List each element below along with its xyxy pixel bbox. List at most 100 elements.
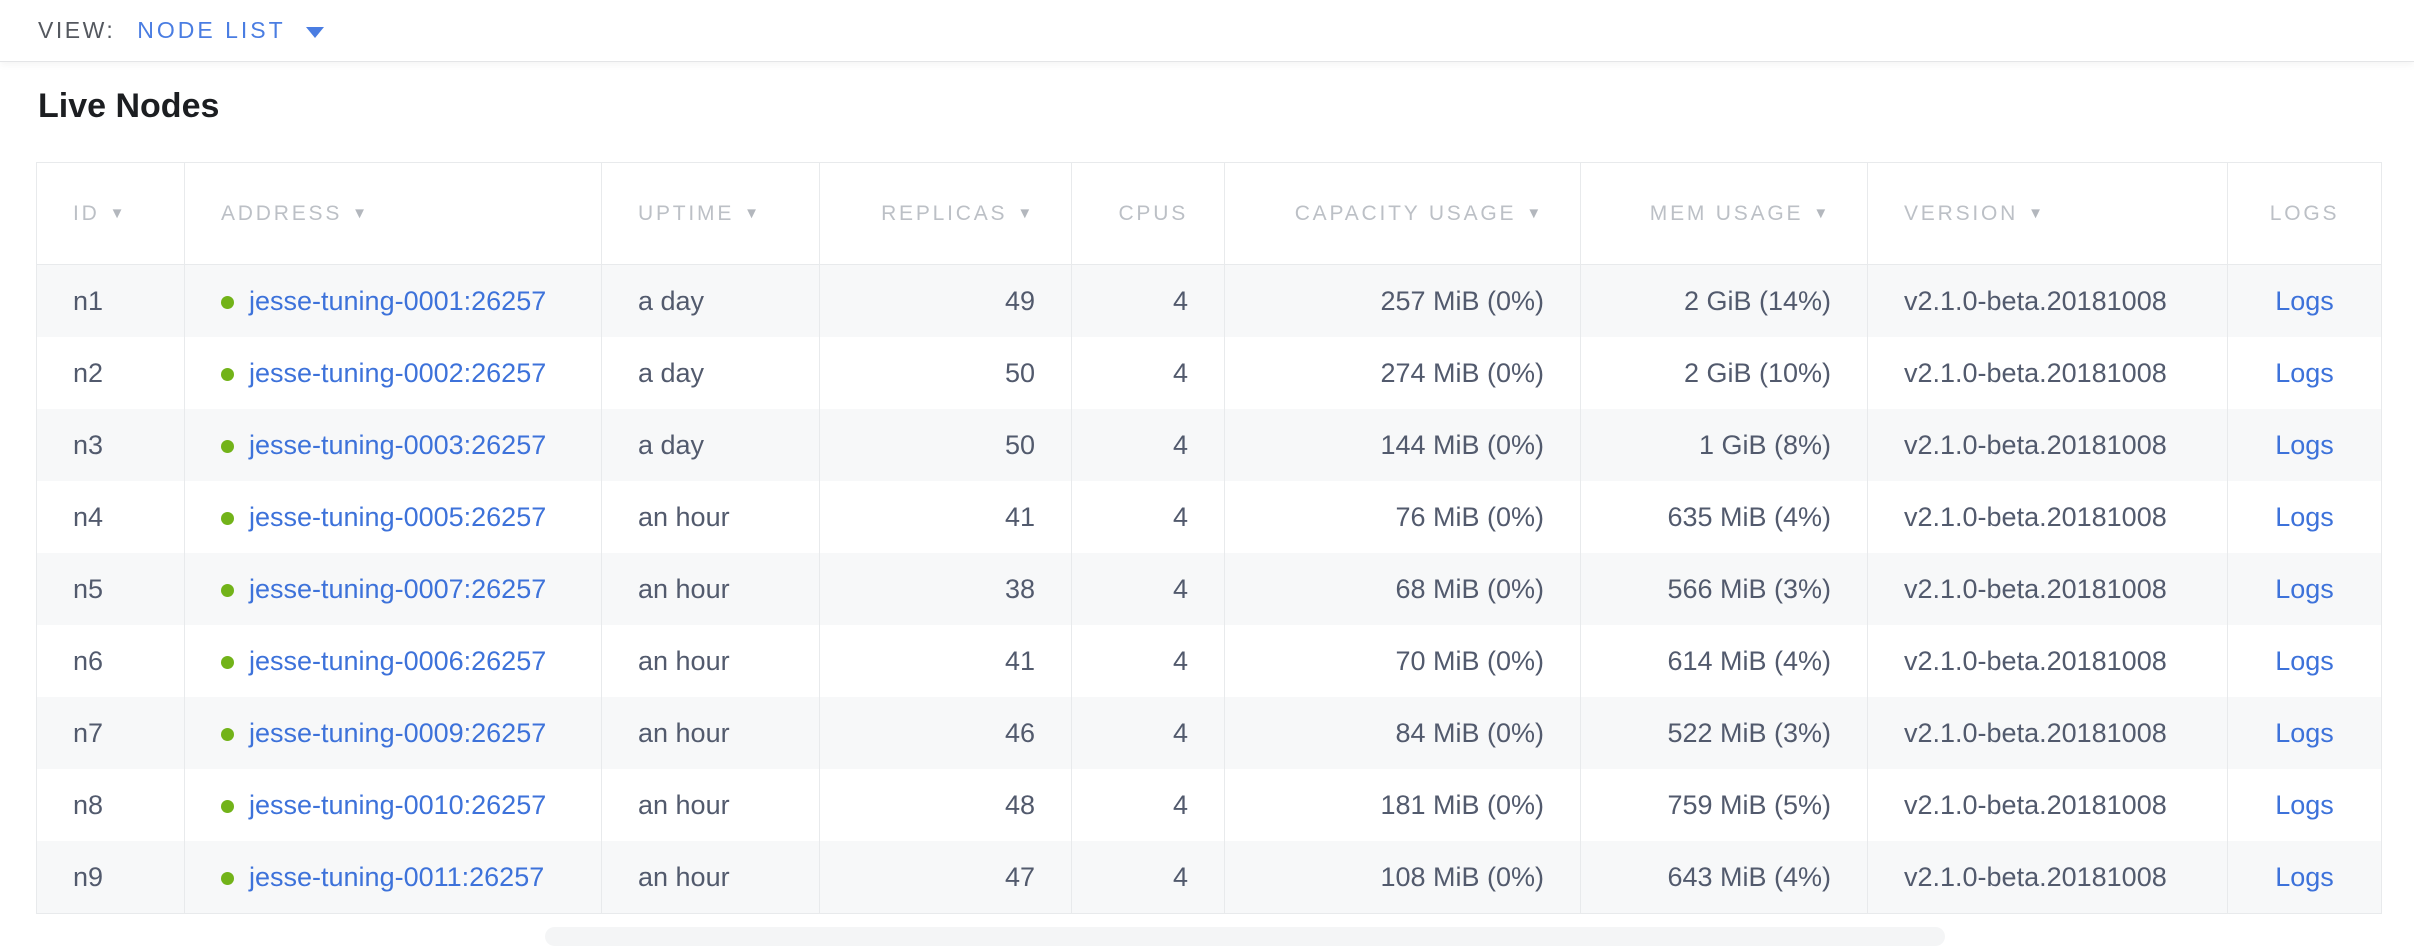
node-address-link[interactable]: jesse-tuning-0002:26257: [249, 357, 547, 388]
cell-cpus: 4: [1071, 481, 1224, 553]
cell-capacity: 108 MiB (0%): [1224, 841, 1580, 913]
column-header-uptime[interactable]: UPTIME ▼: [601, 163, 819, 265]
live-status-dot-icon: [221, 511, 234, 525]
page-title: Live Nodes: [38, 87, 220, 125]
cell-version: v2.1.0-beta.20181008: [1867, 553, 2227, 625]
live-nodes-table: ID ▼ ADDRESS ▼ UPTIME ▼ REPLICAS ▼ CPUS CAPACITY …: [36, 162, 2382, 914]
node-address-link[interactable]: jesse-tuning-0001:26257: [249, 285, 547, 316]
node-address-link[interactable]: jesse-tuning-0003:26257: [249, 429, 547, 460]
chevron-down-icon: [305, 26, 324, 38]
cell-id: n6: [37, 625, 184, 697]
live-status-dot-icon: [221, 655, 234, 669]
live-status-dot-icon: [221, 799, 234, 813]
live-status-dot-icon: [221, 295, 234, 309]
sort-arrow-icon: ▼: [1526, 204, 1544, 222]
column-header-capacity[interactable]: CAPACITY USAGE ▼: [1224, 163, 1580, 265]
cell-id: n7: [37, 697, 184, 769]
logs-link[interactable]: Logs: [2275, 285, 2334, 316]
cell-capacity: 84 MiB (0%): [1224, 697, 1580, 769]
sort-arrow-icon: ▼: [109, 204, 128, 222]
cell-cpus: 4: [1071, 769, 1224, 841]
column-header-label: ID: [73, 201, 100, 225]
cell-mem: 566 MiB (3%): [1580, 553, 1867, 625]
node-address-link[interactable]: jesse-tuning-0010:26257: [249, 789, 547, 820]
table-row: n2 jesse-tuning-0002:26257 a day 50 4 274 MiB…: [37, 337, 2381, 409]
logs-link[interactable]: Logs: [2275, 645, 2334, 676]
cell-cpus: 4: [1071, 553, 1224, 625]
cell-cpus: 4: [1071, 625, 1224, 697]
live-status-dot-icon: [221, 727, 234, 741]
sort-arrow-icon: ▼: [1813, 204, 1831, 222]
cell-address: jesse-tuning-0011:26257: [184, 841, 601, 913]
column-header-replicas[interactable]: REPLICAS ▼: [819, 163, 1071, 265]
table-row: n8 jesse-tuning-0010:26257 an hour 48 4 181 M…: [37, 769, 2381, 841]
cell-uptime: an hour: [601, 697, 819, 769]
cell-uptime: an hour: [601, 553, 819, 625]
table-row: n6 jesse-tuning-0006:26257 an hour 41 4 70 Mi…: [37, 625, 2381, 697]
cell-address: jesse-tuning-0005:26257: [184, 481, 601, 553]
column-header-id[interactable]: ID ▼: [37, 163, 184, 265]
live-status-dot-icon: [221, 871, 234, 885]
logs-link[interactable]: Logs: [2275, 573, 2334, 604]
logs-link[interactable]: Logs: [2275, 861, 2334, 892]
horizontal-scrollbar[interactable]: [545, 927, 1945, 946]
node-address-link[interactable]: jesse-tuning-0006:26257: [249, 645, 547, 676]
view-selector-dropdown[interactable]: NODE LIST: [137, 17, 324, 44]
cell-capacity: 144 MiB (0%): [1224, 409, 1580, 481]
view-selected-value[interactable]: NODE LIST: [137, 17, 286, 43]
cell-replicas: 41: [819, 625, 1071, 697]
cell-logs: Logs: [2227, 481, 2381, 553]
cell-mem: 2 GiB (14%): [1580, 265, 1867, 337]
cell-address: jesse-tuning-0006:26257: [184, 625, 601, 697]
column-header-label: MEM USAGE: [1649, 201, 1804, 225]
column-header-mem[interactable]: MEM USAGE ▼: [1580, 163, 1867, 265]
cell-replicas: 50: [819, 409, 1071, 481]
column-header-cpus: CPUS: [1071, 163, 1224, 265]
cell-uptime: an hour: [601, 769, 819, 841]
cell-uptime: an hour: [601, 625, 819, 697]
column-header-label: UPTIME: [638, 201, 735, 225]
cell-version: v2.1.0-beta.20181008: [1867, 697, 2227, 769]
cell-cpus: 4: [1071, 337, 1224, 409]
cell-replicas: 49: [819, 265, 1071, 337]
node-address-link[interactable]: jesse-tuning-0005:26257: [249, 501, 547, 532]
node-address-link[interactable]: jesse-tuning-0009:26257: [249, 717, 547, 748]
column-header-label: REPLICAS: [881, 201, 1008, 225]
logs-link[interactable]: Logs: [2275, 357, 2334, 388]
cell-address: jesse-tuning-0003:26257: [184, 409, 601, 481]
cell-logs: Logs: [2227, 337, 2381, 409]
cell-replicas: 47: [819, 841, 1071, 913]
column-header-label: CAPACITY USAGE: [1294, 201, 1517, 225]
cell-id: n2: [37, 337, 184, 409]
sort-arrow-icon: ▼: [2028, 204, 2046, 222]
cell-logs: Logs: [2227, 409, 2381, 481]
view-bar: VIEW: NODE LIST: [0, 0, 2414, 62]
table-row: n9 jesse-tuning-0011:26257 an hour 47 4 108 M…: [37, 841, 2381, 913]
cell-mem: 759 MiB (5%): [1580, 769, 1867, 841]
cell-logs: Logs: [2227, 841, 2381, 913]
logs-link[interactable]: Logs: [2275, 429, 2334, 460]
cell-capacity: 76 MiB (0%): [1224, 481, 1580, 553]
cell-mem: 2 GiB (10%): [1580, 337, 1867, 409]
table-row: n3 jesse-tuning-0003:26257 a day 50 4 144 MiB…: [37, 409, 2381, 481]
logs-link[interactable]: Logs: [2275, 789, 2334, 820]
cell-address: jesse-tuning-0001:26257: [184, 265, 601, 337]
cell-capacity: 68 MiB (0%): [1224, 553, 1580, 625]
node-address-link[interactable]: jesse-tuning-0011:26257: [249, 861, 545, 892]
node-address-link[interactable]: jesse-tuning-0007:26257: [249, 573, 547, 604]
live-status-dot-icon: [221, 583, 234, 597]
cell-version: v2.1.0-beta.20181008: [1867, 841, 2227, 913]
cell-replicas: 46: [819, 697, 1071, 769]
cell-id: n9: [37, 841, 184, 913]
column-header-version[interactable]: VERSION ▼: [1867, 163, 2227, 265]
column-header-label: CPUS: [1118, 201, 1188, 225]
cell-replicas: 48: [819, 769, 1071, 841]
cell-replicas: 41: [819, 481, 1071, 553]
cell-id: n8: [37, 769, 184, 841]
cell-uptime: a day: [601, 409, 819, 481]
logs-link[interactable]: Logs: [2275, 501, 2334, 532]
logs-link[interactable]: Logs: [2275, 717, 2334, 748]
column-header-address[interactable]: ADDRESS ▼: [184, 163, 601, 265]
live-status-dot-icon: [221, 439, 234, 453]
